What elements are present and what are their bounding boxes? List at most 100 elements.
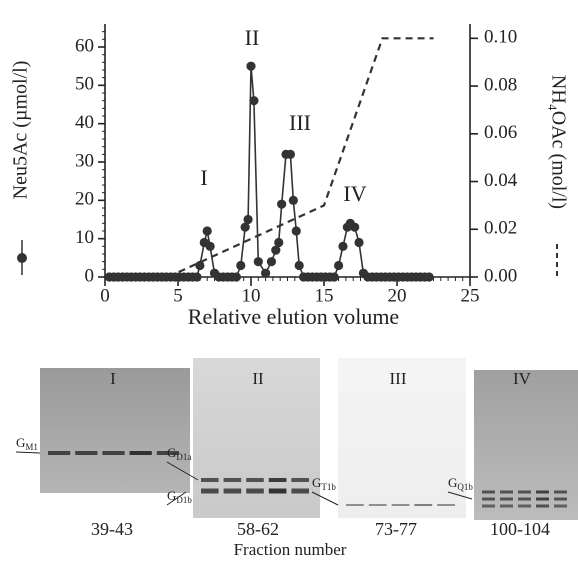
point bbox=[291, 226, 301, 236]
x-tick-label: 25 bbox=[461, 285, 480, 306]
gel-band bbox=[536, 497, 549, 501]
y2-tick-label: 0.10 bbox=[484, 27, 517, 48]
peak-label: II bbox=[245, 25, 260, 50]
fraction-range: 100-104 bbox=[490, 519, 550, 539]
gel-band bbox=[246, 478, 264, 482]
y-tick-label: 50 bbox=[75, 74, 94, 95]
y2-tick-label: 0.08 bbox=[484, 74, 517, 95]
band-letter: G bbox=[167, 488, 176, 503]
point bbox=[253, 257, 263, 267]
gel-band bbox=[268, 478, 287, 482]
gel-label: IV bbox=[513, 369, 532, 388]
x-axis-label: Relative elution volume bbox=[188, 304, 399, 329]
band-label: GD1a bbox=[167, 445, 191, 462]
gel-band bbox=[346, 504, 364, 506]
band-pointer bbox=[15, 451, 41, 454]
band-subscript: Q1b bbox=[457, 482, 473, 492]
y-tick-label: 0 bbox=[85, 265, 95, 286]
gel-label: II bbox=[252, 369, 264, 388]
gel-label: III bbox=[390, 369, 407, 388]
point bbox=[350, 222, 360, 232]
gel-band bbox=[500, 497, 513, 501]
gel-image bbox=[474, 370, 578, 520]
band-label: GD1b bbox=[167, 488, 192, 505]
y2-tick-label: 0.06 bbox=[484, 122, 517, 143]
peak-label: IV bbox=[343, 181, 366, 206]
gel-band bbox=[518, 497, 531, 501]
gel-band bbox=[482, 504, 495, 508]
gel-band bbox=[268, 488, 287, 494]
gel-band bbox=[554, 497, 567, 501]
point bbox=[205, 241, 215, 251]
band-letter: G bbox=[167, 445, 176, 460]
gel-band bbox=[437, 504, 455, 506]
gel-band bbox=[291, 488, 309, 494]
gel-band bbox=[129, 451, 152, 455]
y-axis-label: Neu5Ac (µmol/l) bbox=[10, 61, 32, 200]
line bbox=[109, 66, 430, 278]
y-tick-label: 10 bbox=[75, 227, 94, 248]
peak-label: III bbox=[289, 110, 311, 135]
gel-band bbox=[536, 504, 549, 508]
gel-band bbox=[156, 451, 179, 455]
point bbox=[240, 222, 250, 232]
gel-band bbox=[201, 488, 219, 494]
dashed-line bbox=[167, 37, 434, 278]
band-label: GM1 bbox=[16, 435, 38, 452]
y2-tick-label: 0.00 bbox=[484, 265, 517, 286]
point bbox=[334, 260, 344, 271]
y-tick-label: 40 bbox=[75, 112, 94, 133]
band-letter: G bbox=[312, 475, 321, 490]
band-pointer bbox=[447, 491, 473, 500]
gel-panels: I39-43GM1II58-62GD1aGD1bIII73-77GT1bIV10… bbox=[15, 358, 578, 559]
gel-image bbox=[338, 358, 466, 518]
gel-band bbox=[482, 497, 495, 501]
fraction-range: 58-62 bbox=[237, 519, 279, 539]
x-tick-label: 5 bbox=[173, 285, 183, 306]
point bbox=[424, 272, 434, 282]
point bbox=[354, 237, 364, 248]
point bbox=[261, 268, 271, 278]
gel-band bbox=[223, 488, 242, 494]
gel-band bbox=[554, 490, 567, 494]
x-tick-label: 0 bbox=[100, 285, 110, 306]
gel-band bbox=[518, 504, 531, 508]
point bbox=[271, 245, 281, 255]
point bbox=[246, 61, 256, 71]
point bbox=[192, 272, 202, 282]
point bbox=[195, 260, 205, 271]
fraction-range: 39-43 bbox=[91, 519, 133, 539]
gel-band bbox=[554, 504, 567, 508]
gel-band bbox=[48, 451, 71, 455]
band-label: GQ1b bbox=[448, 475, 473, 492]
band-subscript: D1a bbox=[176, 452, 191, 462]
gel-band bbox=[536, 490, 549, 494]
gel-x-label: Fraction number bbox=[234, 540, 347, 559]
gel-band bbox=[201, 478, 219, 482]
band-label: GT1b bbox=[312, 475, 336, 492]
y2-tick-label: 0.02 bbox=[484, 218, 517, 239]
gel-band bbox=[223, 478, 242, 482]
point bbox=[249, 96, 259, 106]
y-tick-label: 60 bbox=[75, 35, 94, 56]
x-tick-label: 15 bbox=[315, 285, 334, 306]
point bbox=[277, 199, 287, 209]
gel-band bbox=[391, 504, 410, 506]
point bbox=[294, 260, 304, 271]
peak-label: I bbox=[200, 165, 207, 190]
point bbox=[329, 272, 339, 282]
y2-tick-label: 0.04 bbox=[484, 170, 518, 191]
y-tick-label: 20 bbox=[75, 189, 94, 210]
gel-image bbox=[40, 368, 190, 493]
point bbox=[274, 237, 284, 248]
legend-marker bbox=[17, 253, 27, 263]
band-subscript: T1b bbox=[321, 482, 336, 492]
band-pointer bbox=[166, 461, 199, 481]
band-subscript: D1b bbox=[176, 495, 192, 505]
band-letter: G bbox=[448, 475, 457, 490]
point bbox=[236, 260, 246, 271]
gel-band bbox=[246, 488, 264, 494]
point bbox=[202, 226, 212, 236]
gel-band bbox=[291, 478, 309, 482]
